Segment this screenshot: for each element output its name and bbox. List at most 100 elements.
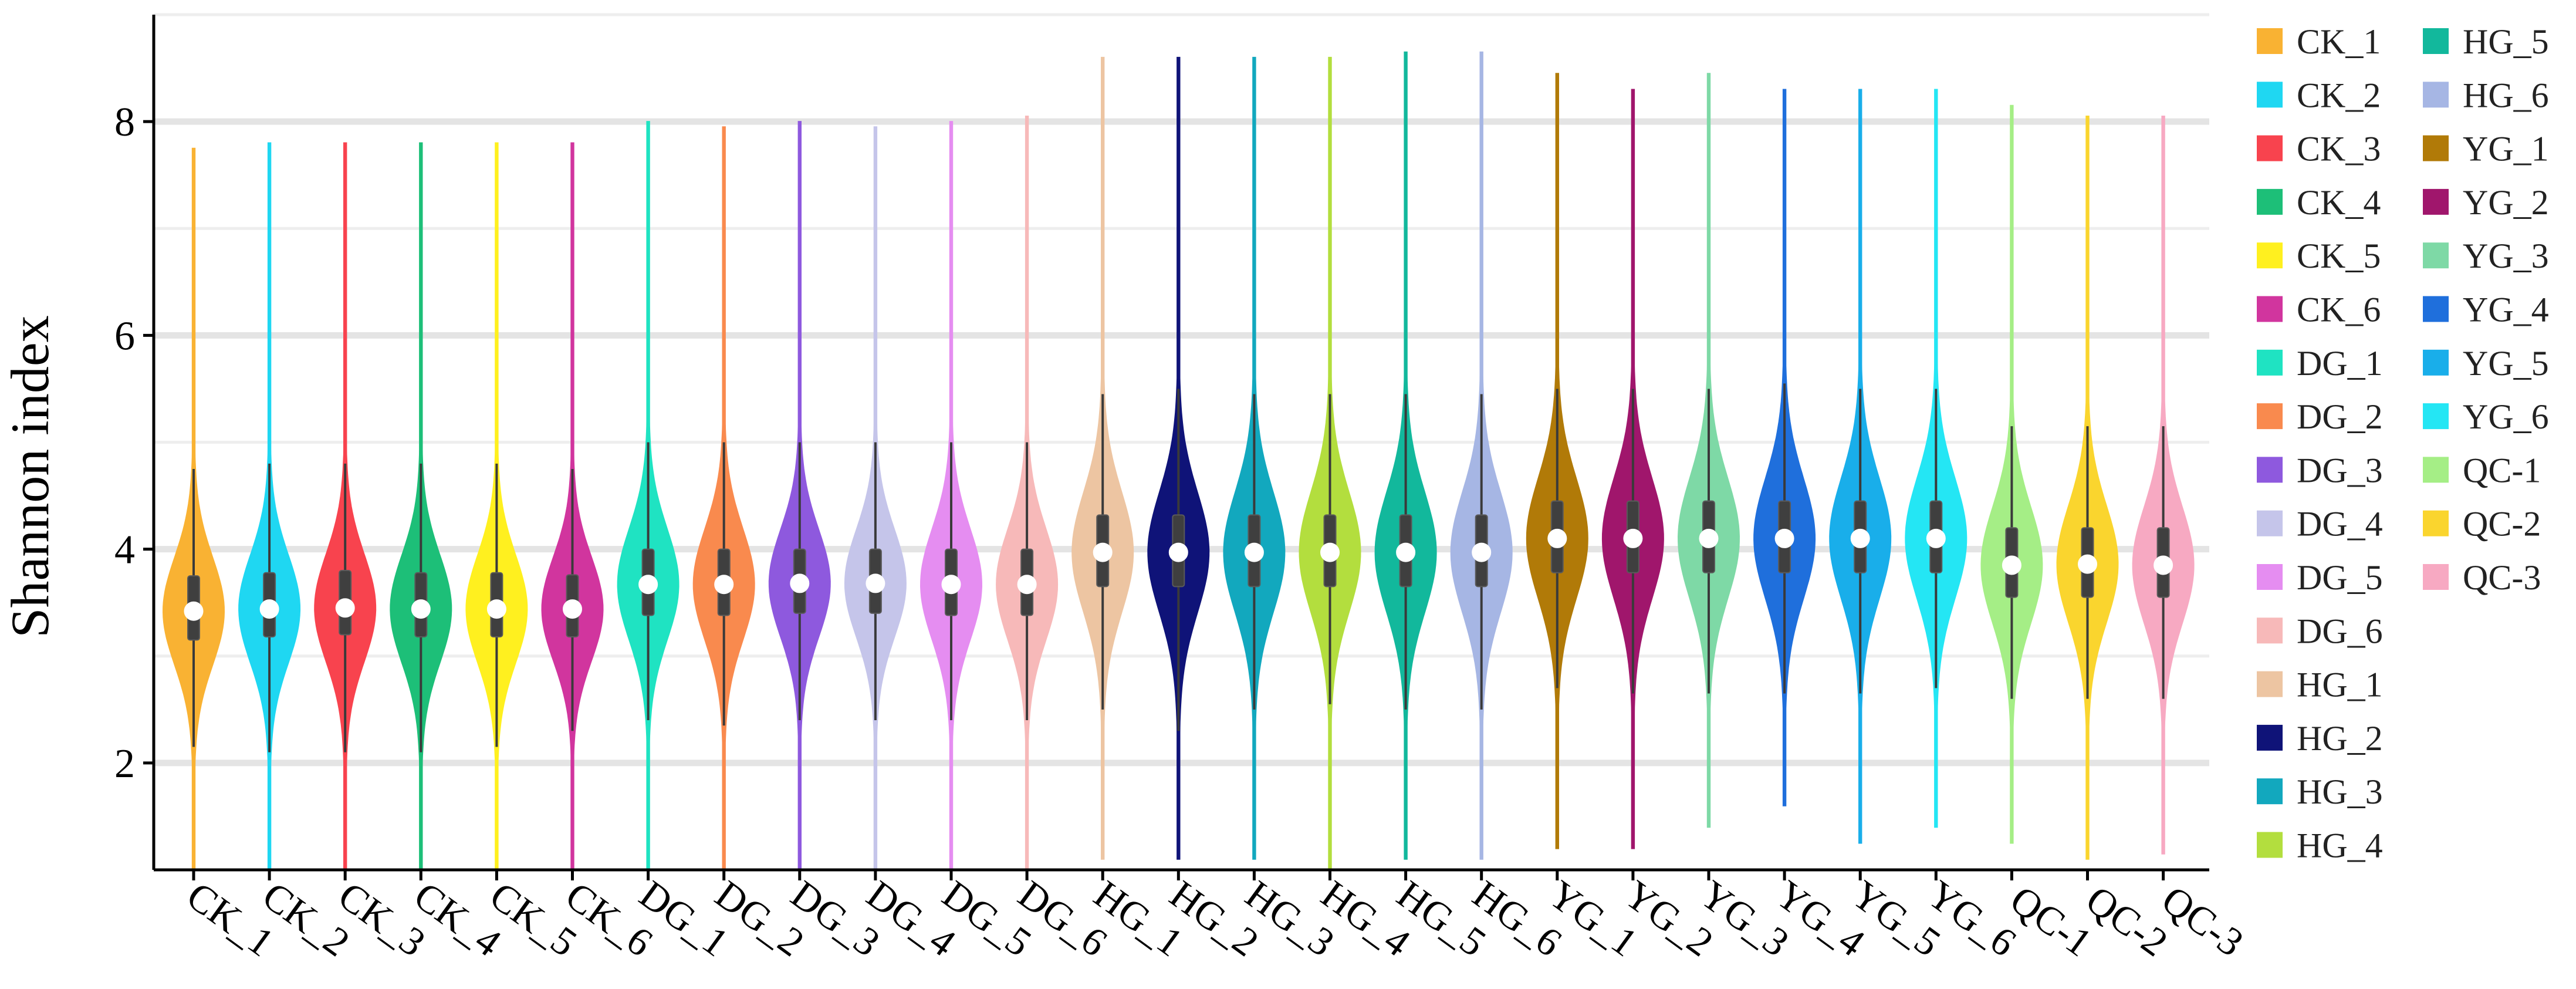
legend-swatch <box>2423 510 2449 536</box>
legend-label: YG_2 <box>2463 183 2549 222</box>
median-point-DG_2 <box>714 575 734 595</box>
legend-label: DG_5 <box>2297 558 2383 597</box>
median-point-DG_4 <box>866 573 885 593</box>
x-tick-label: DG_2 <box>707 872 812 965</box>
legend-item-YG_4: YG_4 <box>2423 291 2549 329</box>
median-point-DG_3 <box>790 573 810 593</box>
median-point-YG_4 <box>1774 528 1794 548</box>
x-tick-label: CK_3 <box>330 873 434 965</box>
legend-item-QC-1: QC-1 <box>2423 451 2541 490</box>
legend-item-HG_6: HG_6 <box>2423 76 2549 114</box>
legend-label: DG_3 <box>2297 451 2383 490</box>
legend-item-YG_6: YG_6 <box>2423 397 2549 436</box>
legend-label: CK_5 <box>2297 237 2381 275</box>
legend-item-YG_1: YG_1 <box>2423 130 2549 168</box>
legend-item-DG_6: DG_6 <box>2257 612 2383 650</box>
legend-swatch <box>2257 242 2283 269</box>
median-point-YG_5 <box>1850 528 1870 548</box>
legend-item-DG_5: DG_5 <box>2257 558 2383 597</box>
legend-swatch <box>2423 188 2449 215</box>
legend-swatch <box>2423 349 2449 376</box>
median-point-QC-3 <box>2154 555 2173 575</box>
median-point-CK_6 <box>563 599 582 619</box>
legend-label: YG_5 <box>2463 344 2549 383</box>
median-point-HG_4 <box>1320 542 1340 562</box>
legend-item-DG_4: DG_4 <box>2257 505 2383 544</box>
legend-item-CK_5: CK_5 <box>2257 237 2381 275</box>
x-tick-label: HG_4 <box>1313 872 1418 965</box>
median-point-YG_1 <box>1547 528 1567 548</box>
legend-swatch <box>2257 778 2283 805</box>
median-point-CK_5 <box>486 599 506 619</box>
median-point-YG_2 <box>1623 528 1643 548</box>
x-tick-label: DG_1 <box>631 872 736 965</box>
legend-item-YG_5: YG_5 <box>2423 344 2549 383</box>
violins <box>162 51 2195 870</box>
median-point-HG_5 <box>1396 542 1416 562</box>
x-tick-label: CK_5 <box>482 873 585 965</box>
legend-swatch <box>2423 242 2449 269</box>
legend-label: HG_2 <box>2297 719 2383 758</box>
legend-swatch <box>2257 617 2283 644</box>
median-point-CK_4 <box>411 599 431 619</box>
x-tick-label: YG_4 <box>1768 872 1873 965</box>
legend-swatch <box>2423 564 2449 590</box>
median-point-DG_1 <box>638 575 658 595</box>
legend-label: DG_1 <box>2297 344 2383 383</box>
legend-swatch <box>2257 510 2283 536</box>
legend-swatch <box>2423 403 2449 430</box>
legend-swatch <box>2423 28 2449 54</box>
legend-label: YG_3 <box>2463 237 2549 275</box>
x-tick-label: DG_5 <box>935 872 1040 965</box>
median-point-QC-2 <box>2078 554 2097 574</box>
legend-item-YG_2: YG_2 <box>2423 183 2549 222</box>
legend-swatch <box>2423 82 2449 108</box>
legend-label: HG_3 <box>2297 772 2383 811</box>
x-tick-label: YG_6 <box>1919 872 2024 965</box>
x-tick-label: CK_1 <box>179 873 282 965</box>
y-tick-label: 4 <box>114 528 135 573</box>
median-point-YG_6 <box>1926 528 1946 548</box>
x-tick-label: YG_3 <box>1692 872 1797 965</box>
x-tick-label: QC-2 <box>2078 877 2176 965</box>
y-tick-label: 6 <box>114 313 135 359</box>
legend-label: HG_6 <box>2463 76 2549 114</box>
legend-label: YG_4 <box>2463 291 2549 329</box>
legend-label: DG_4 <box>2297 505 2383 544</box>
x-tick-label: YG_2 <box>1617 872 1722 965</box>
legend-swatch <box>2257 457 2283 483</box>
legend-item-DG_1: DG_1 <box>2257 344 2383 383</box>
x-tick-label: HG_1 <box>1086 872 1191 965</box>
median-point-CK_2 <box>259 599 279 619</box>
x-tick-label: HG_2 <box>1162 872 1267 965</box>
legend-swatch <box>2423 296 2449 322</box>
legend-swatch <box>2257 28 2283 54</box>
x-tick-label: HG_5 <box>1389 872 1494 965</box>
legend-swatch <box>2257 296 2283 322</box>
legend-item-CK_1: CK_1 <box>2257 22 2381 61</box>
legend-label: HG_1 <box>2297 666 2383 704</box>
legend-swatch <box>2257 832 2283 858</box>
x-tick-label: HG_3 <box>1238 872 1343 965</box>
legend-label: CK_3 <box>2297 130 2381 168</box>
y-axis-title: Shannon index <box>0 315 60 637</box>
x-tick-label: DG_3 <box>783 872 888 965</box>
x-tick-label: DG_4 <box>859 872 964 965</box>
x-tick-label: CK_4 <box>406 873 509 965</box>
legend-label: DG_2 <box>2297 397 2383 436</box>
legend-item-HG_4: HG_4 <box>2257 826 2383 865</box>
legend-label: QC-3 <box>2463 558 2541 597</box>
legend-item-HG_3: HG_3 <box>2257 772 2383 811</box>
legend-label: DG_6 <box>2297 612 2383 650</box>
legend-swatch <box>2423 135 2449 161</box>
legend-item-CK_6: CK_6 <box>2257 291 2381 329</box>
legend-item-CK_4: CK_4 <box>2257 183 2381 222</box>
legend-swatch <box>2257 403 2283 430</box>
x-tick-label: CK_2 <box>255 873 358 965</box>
y-tick-label: 2 <box>114 741 135 787</box>
legend-label: YG_6 <box>2463 397 2549 436</box>
x-tick-label: YG_5 <box>1844 872 1949 965</box>
median-point-DG_6 <box>1017 575 1037 595</box>
x-tick-label: CK_6 <box>557 873 661 965</box>
legend-label: CK_4 <box>2297 183 2381 222</box>
